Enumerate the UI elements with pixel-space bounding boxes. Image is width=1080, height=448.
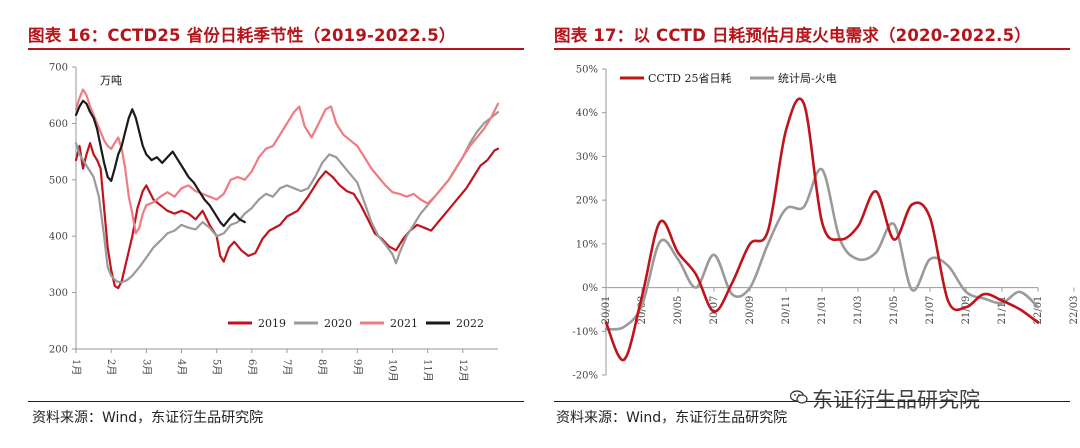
x-tick-label: 21/09 (961, 296, 972, 325)
legend-label-2019: 2019 (258, 317, 286, 330)
left-chart-title: 图表 16：CCTD25 省份日耗季节性（2019-2022.5） (28, 26, 456, 45)
x-tick-label: 22/03 (1069, 296, 1080, 325)
x-tick-label: 20/09 (745, 296, 756, 325)
right-chart-panel: 图表 17：以 CCTD 日耗预估月度火电需求（2020-2022.5） -20… (548, 0, 1080, 448)
x-tick-label: 5月 (211, 359, 223, 375)
series-line-2022 (74, 99, 246, 228)
y-tick-label: 30% (576, 152, 598, 163)
thermal-demand-yoy-chart: -20% -10% 0% 10% 20% 30% 40% 50% 20/01 20/03 20/05… (572, 65, 1080, 382)
x-tick-label: 20/03 (637, 296, 648, 325)
x-tick-label: 8月 (316, 359, 328, 375)
x-tick-label: 20/07 (709, 296, 720, 325)
series-line-2021 (74, 88, 500, 235)
watermark-text: 东证衍生品研究院 (812, 388, 980, 412)
x-tick-label: 3月 (140, 359, 152, 375)
left-title-rule (28, 48, 524, 50)
x-tick-label: 21/05 (889, 296, 900, 325)
x-tick-label: 20/05 (673, 296, 684, 325)
y-tick-label: -20% (572, 371, 598, 382)
series-line-2020 (74, 111, 500, 284)
right-chart-title: 图表 17：以 CCTD 日耗预估月度火电需求（2020-2022.5） (554, 26, 1032, 45)
legend-label-2020: 2020 (324, 317, 352, 330)
left-source-rule (28, 401, 524, 402)
x-tick-label: 22/01 (1033, 296, 1044, 325)
y-tick-label: 40% (576, 108, 598, 119)
x-tick-label: 21/07 (925, 296, 936, 325)
x-tick-label: 20/11 (781, 296, 792, 325)
y-tick-label: 0% (582, 283, 598, 294)
y-tick-label: 700 (49, 63, 68, 74)
series-line-统计局-火电 (604, 167, 1040, 331)
x-tick-label: 21/11 (997, 296, 1008, 325)
y-tick-label: 500 (49, 175, 68, 186)
y-tick-label: -10% (572, 327, 598, 338)
x-tick-label: 20/01 (601, 296, 612, 325)
y-tick-label: 400 (49, 232, 68, 243)
series-line-2019 (74, 142, 500, 290)
y-tick-label: 200 (49, 345, 68, 356)
legend-label-2022: 2022 (456, 317, 484, 330)
x-tick-label: 12月 (457, 359, 469, 382)
x-tick-label: 21/01 (817, 296, 828, 325)
right-source-rule (554, 401, 1070, 402)
y-tick-label: 50% (576, 65, 598, 76)
x-tick-label: 9月 (351, 359, 363, 375)
right-chart-source: 资料来源：Wind，东证衍生品研究院 (556, 410, 788, 426)
y-tick-label: 10% (576, 239, 598, 250)
series-line-CCTD 25省日耗 (604, 97, 1040, 362)
x-tick-label: 11月 (422, 359, 434, 382)
y-tick-label: 300 (49, 288, 68, 299)
x-tick-label: 4月 (176, 359, 188, 375)
wechat-icon (790, 390, 808, 404)
y-tick-label: 20% (576, 196, 598, 207)
y-tick-label: 600 (49, 119, 68, 130)
legend-label-CCTD 25省日耗: CCTD 25省日耗 (648, 72, 731, 85)
x-tick-label: 2月 (105, 359, 117, 375)
seasonal-consumption-chart: 200 300 400 500 600 700 1月 2月 3月 4月 5月 6月 7月 8月 9月 10月 1… (49, 63, 500, 382)
x-tick-label: 6月 (246, 359, 258, 375)
x-tick-label: 1月 (70, 359, 82, 375)
x-tick-label: 21/03 (853, 296, 864, 325)
legend-label-2021: 2021 (390, 317, 418, 330)
legend-label-统计局-火电: 统计局-火电 (778, 72, 837, 85)
left-chart-source: 资料来源：Wind，东证衍生品研究院 (32, 410, 264, 426)
y-axis-unit-label: 万吨 (100, 74, 122, 87)
right-title-rule (554, 48, 1070, 50)
x-tick-label: 7月 (281, 359, 293, 375)
x-tick-label: 10月 (387, 359, 399, 382)
left-chart-panel: 图表 16：CCTD25 省份日耗季节性（2019-2022.5） 200 300… (28, 26, 524, 426)
